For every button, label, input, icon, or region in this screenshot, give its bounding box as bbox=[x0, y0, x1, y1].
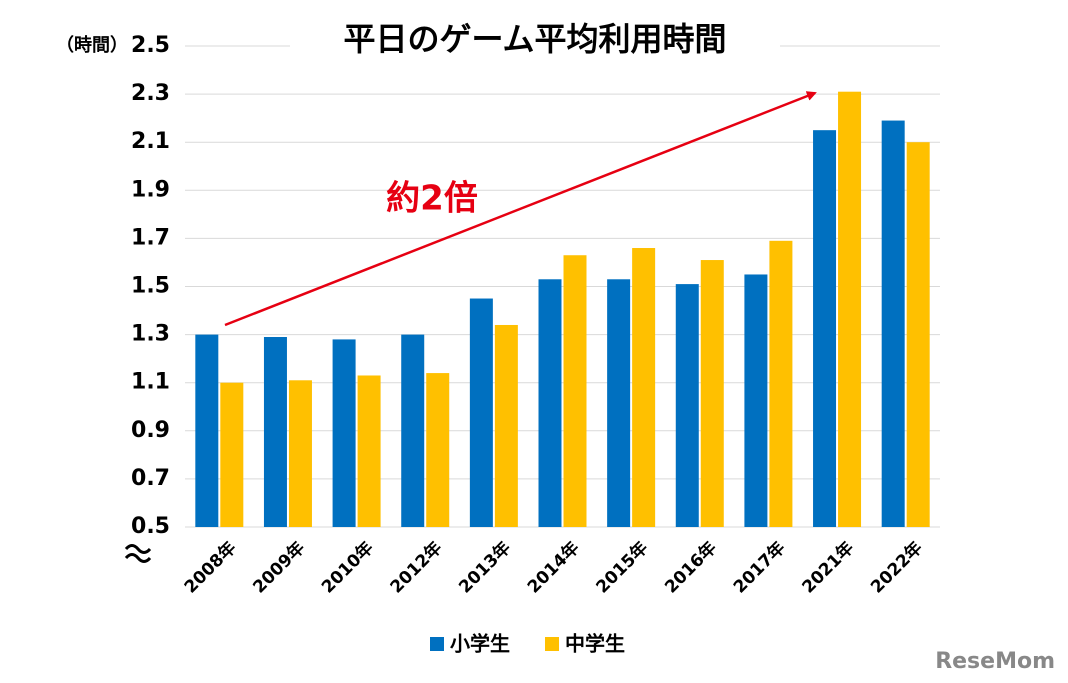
annotation: 約2倍 bbox=[386, 179, 478, 219]
x-tick-label: 2015年 bbox=[592, 537, 652, 597]
bar bbox=[607, 279, 631, 527]
axis-break bbox=[124, 544, 152, 563]
x-tick-label: 2009年 bbox=[249, 537, 309, 597]
chart-title: 平日のゲーム平均利用時間 bbox=[343, 20, 726, 58]
x-tick-label: 2014年 bbox=[523, 537, 583, 597]
x-tick-label: 2016年 bbox=[661, 537, 721, 597]
bar bbox=[288, 380, 312, 527]
bar bbox=[563, 255, 587, 528]
watermark: ReseMom bbox=[935, 649, 1055, 674]
legend-label: 小学生 bbox=[450, 632, 510, 656]
y-tick-label: 0.7 bbox=[131, 466, 170, 491]
x-tick-label: 2017年 bbox=[729, 537, 789, 597]
bar bbox=[700, 260, 724, 527]
bar bbox=[195, 334, 219, 527]
x-tick-label: 2008年 bbox=[180, 537, 240, 597]
y-tick-label: 1.7 bbox=[131, 225, 170, 250]
bar bbox=[494, 324, 518, 527]
x-tick-label: 2013年 bbox=[455, 537, 515, 597]
bar bbox=[906, 142, 930, 527]
y-tick-label: 1.9 bbox=[131, 177, 170, 202]
bar bbox=[744, 274, 768, 527]
legend-swatch bbox=[545, 637, 559, 651]
y-tick-label: 2.5 bbox=[131, 33, 170, 58]
title-bg bbox=[290, 20, 780, 62]
bar bbox=[332, 339, 356, 527]
y-tick-label: 2.1 bbox=[131, 129, 170, 154]
x-tick-label: 2010年 bbox=[317, 537, 377, 597]
bar bbox=[357, 375, 381, 527]
y-tick-label: 1.1 bbox=[131, 370, 170, 395]
bar bbox=[632, 248, 656, 527]
x-tick-label: 2022年 bbox=[866, 537, 926, 597]
legend-swatch bbox=[430, 637, 444, 651]
legend-label: 中学生 bbox=[565, 632, 625, 656]
y-tick-label: 1.5 bbox=[131, 274, 170, 299]
trend-arrow bbox=[224, 91, 817, 327]
y-axis-label: （時間） bbox=[56, 35, 128, 56]
bar bbox=[469, 298, 493, 527]
bar bbox=[769, 240, 793, 527]
bar bbox=[401, 334, 425, 527]
y-tick-label: 1.3 bbox=[131, 322, 170, 347]
bar bbox=[538, 279, 562, 527]
bar bbox=[881, 120, 905, 528]
bar bbox=[813, 130, 837, 528]
x-tick-label: 2012年 bbox=[386, 537, 446, 597]
break-wave bbox=[124, 553, 152, 563]
bar bbox=[220, 382, 244, 527]
bar bbox=[838, 91, 862, 527]
y-tick-label: 2.3 bbox=[131, 81, 170, 106]
bar bbox=[426, 373, 450, 527]
bar bbox=[263, 337, 287, 527]
break-wave bbox=[124, 544, 152, 554]
y-tick-label: 0.5 bbox=[131, 514, 170, 539]
x-tick-label: 2021年 bbox=[798, 537, 858, 597]
bar bbox=[675, 284, 699, 527]
y-tick-label: 0.9 bbox=[131, 418, 170, 443]
